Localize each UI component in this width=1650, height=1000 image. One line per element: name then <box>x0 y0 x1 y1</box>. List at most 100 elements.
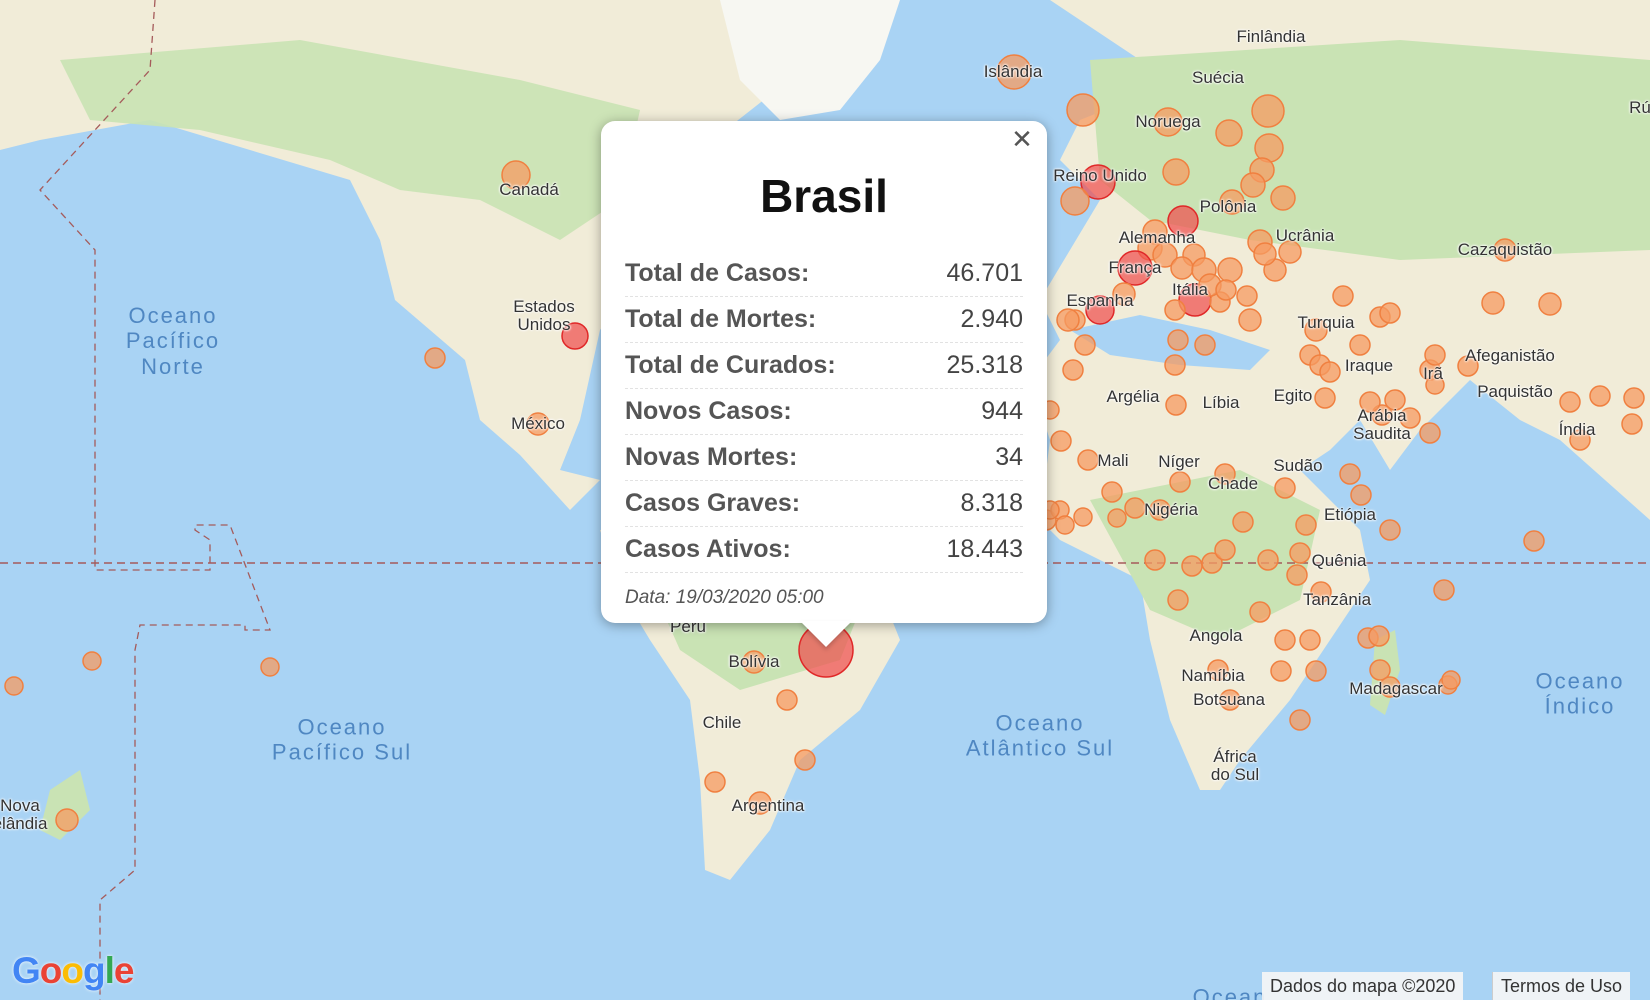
case-marker[interactable] <box>1350 484 1372 506</box>
case-marker[interactable] <box>1305 660 1327 682</box>
case-marker[interactable] <box>794 749 816 771</box>
case-marker[interactable] <box>1167 329 1189 351</box>
case-marker[interactable] <box>1359 391 1381 413</box>
terms-link[interactable]: Termos de Uso <box>1492 972 1631 1000</box>
case-marker[interactable] <box>1181 555 1203 577</box>
case-marker[interactable] <box>1419 422 1441 444</box>
case-marker[interactable] <box>1215 119 1243 147</box>
case-marker[interactable] <box>1215 279 1237 301</box>
case-marker[interactable] <box>1310 581 1332 603</box>
case-marker[interactable] <box>1232 511 1254 533</box>
case-marker[interactable] <box>1253 242 1277 266</box>
case-marker[interactable] <box>1538 292 1562 316</box>
case-marker[interactable] <box>1167 205 1199 237</box>
map-data-attribution[interactable]: Dados do mapa ©2020 <box>1262 972 1464 1000</box>
case-marker[interactable] <box>1164 354 1186 376</box>
case-marker[interactable] <box>1493 238 1517 262</box>
case-marker[interactable] <box>1194 334 1216 356</box>
case-marker[interactable] <box>1379 676 1401 698</box>
case-marker[interactable] <box>1170 256 1194 280</box>
case-marker[interactable] <box>1425 375 1445 395</box>
case-marker[interactable] <box>1368 625 1390 647</box>
case-marker[interactable] <box>1060 186 1090 216</box>
case-marker[interactable] <box>1219 189 1245 215</box>
case-marker[interactable] <box>1080 164 1116 200</box>
case-marker[interactable] <box>1066 93 1100 127</box>
case-marker[interactable] <box>1319 361 1341 383</box>
case-marker[interactable] <box>1274 629 1296 651</box>
case-marker[interactable] <box>1251 94 1285 128</box>
case-marker[interactable] <box>1441 670 1461 690</box>
case-marker[interactable] <box>1201 552 1223 574</box>
case-marker[interactable] <box>1621 413 1643 435</box>
case-marker[interactable] <box>1481 291 1505 315</box>
case-marker[interactable] <box>82 651 102 671</box>
case-marker[interactable] <box>1349 334 1371 356</box>
case-marker[interactable] <box>1332 285 1354 307</box>
case-marker[interactable] <box>1379 302 1401 324</box>
case-marker[interactable] <box>1219 689 1241 711</box>
case-marker[interactable] <box>424 347 446 369</box>
case-marker[interactable] <box>1278 240 1302 264</box>
case-marker[interactable] <box>1589 385 1611 407</box>
case-marker[interactable] <box>1112 282 1136 306</box>
google-logo[interactable]: Google <box>12 950 134 991</box>
case-marker[interactable] <box>1152 242 1178 268</box>
case-marker[interactable] <box>1056 308 1080 332</box>
case-marker[interactable] <box>1249 601 1271 623</box>
case-marker[interactable] <box>1162 158 1190 186</box>
case-marker[interactable] <box>260 657 280 677</box>
case-marker[interactable] <box>1623 387 1645 409</box>
case-marker[interactable] <box>1274 477 1296 499</box>
close-icon[interactable]: ✕ <box>1011 125 1033 155</box>
case-marker[interactable] <box>561 322 589 350</box>
case-marker[interactable] <box>1257 549 1279 571</box>
case-marker[interactable] <box>1085 295 1115 325</box>
case-marker[interactable] <box>526 412 550 436</box>
case-marker[interactable] <box>1339 463 1361 485</box>
case-marker[interactable] <box>1369 659 1391 681</box>
case-marker[interactable] <box>1299 629 1321 651</box>
case-marker[interactable] <box>1379 519 1401 541</box>
case-marker[interactable] <box>776 689 798 711</box>
case-marker[interactable] <box>1101 481 1123 503</box>
case-marker[interactable] <box>1559 391 1581 413</box>
case-marker[interactable] <box>1074 334 1096 356</box>
case-marker[interactable] <box>996 54 1032 90</box>
case-marker[interactable] <box>1399 407 1421 429</box>
case-marker[interactable] <box>1289 709 1311 731</box>
case-marker[interactable] <box>742 650 766 674</box>
case-marker[interactable] <box>1124 497 1146 519</box>
case-marker[interactable] <box>1207 659 1229 681</box>
case-marker[interactable] <box>501 160 531 190</box>
case-marker[interactable] <box>1117 250 1153 286</box>
case-marker[interactable] <box>1167 589 1189 611</box>
case-marker[interactable] <box>1304 318 1328 342</box>
case-marker[interactable] <box>1433 579 1455 601</box>
case-marker[interactable] <box>1217 257 1243 283</box>
case-marker[interactable] <box>1238 308 1262 332</box>
case-marker[interactable] <box>1289 542 1311 564</box>
case-marker[interactable] <box>1214 463 1236 485</box>
case-marker[interactable] <box>1295 514 1317 536</box>
case-marker[interactable] <box>1424 344 1446 366</box>
case-marker[interactable] <box>1169 471 1191 493</box>
case-marker[interactable] <box>704 771 726 793</box>
case-marker[interactable] <box>4 676 24 696</box>
case-marker[interactable] <box>1164 299 1186 321</box>
case-marker[interactable] <box>1523 530 1545 552</box>
case-marker[interactable] <box>1240 172 1266 198</box>
case-marker[interactable] <box>1050 430 1072 452</box>
case-marker[interactable] <box>1055 515 1075 535</box>
case-marker[interactable] <box>1144 549 1166 571</box>
case-marker[interactable] <box>1165 394 1187 416</box>
case-marker[interactable] <box>1569 429 1591 451</box>
case-marker[interactable] <box>748 791 772 815</box>
case-marker[interactable] <box>1062 359 1084 381</box>
case-marker[interactable] <box>55 808 79 832</box>
case-marker[interactable] <box>1384 389 1406 411</box>
case-marker[interactable] <box>1214 539 1236 561</box>
case-marker[interactable] <box>1270 660 1292 682</box>
case-marker[interactable] <box>1286 564 1308 586</box>
